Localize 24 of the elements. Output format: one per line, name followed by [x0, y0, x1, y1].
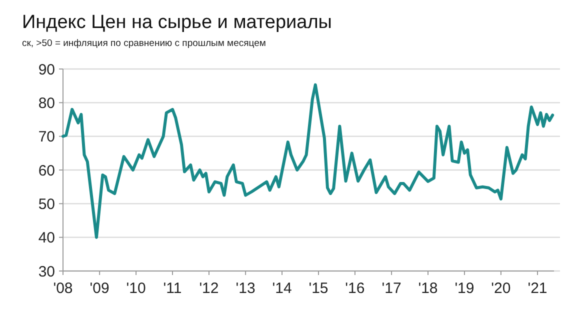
x-tick-label: '12 — [199, 280, 219, 297]
y-tick-label: 40 — [38, 230, 55, 247]
chart-subtitle: ск, >50 = инфляция по сравнению с прошлым месяцем — [22, 38, 266, 49]
x-tick-label: '13 — [236, 280, 256, 297]
line-series — [62, 83, 554, 239]
y-tick-label: 80 — [38, 94, 55, 112]
x-tick-label: '08 — [53, 280, 73, 297]
chart-title: Индекс Цен на сырье и материалы — [22, 12, 332, 33]
y-tick-label: 60 — [38, 162, 55, 180]
x-tick-label: '20 — [491, 280, 511, 297]
x-tick-label: '17 — [382, 280, 402, 297]
x-tick-label: '10 — [126, 280, 146, 297]
x-tick-label: '19 — [454, 280, 474, 297]
x-tick-label: '21 — [528, 280, 548, 297]
y-tick-label: 30 — [38, 263, 55, 280]
x-tick-label: '18 — [418, 280, 438, 297]
y-tick-label: 70 — [38, 128, 55, 146]
y-tick-label: 90 — [38, 61, 55, 78]
y-tick-label: 50 — [38, 196, 55, 213]
x-tick-label: '16 — [345, 280, 365, 297]
x-tick-label: '15 — [308, 280, 328, 297]
x-tick-label: '09 — [90, 280, 110, 297]
x-tick-label: '11 — [163, 280, 182, 297]
x-tick-label: '14 — [272, 280, 292, 297]
